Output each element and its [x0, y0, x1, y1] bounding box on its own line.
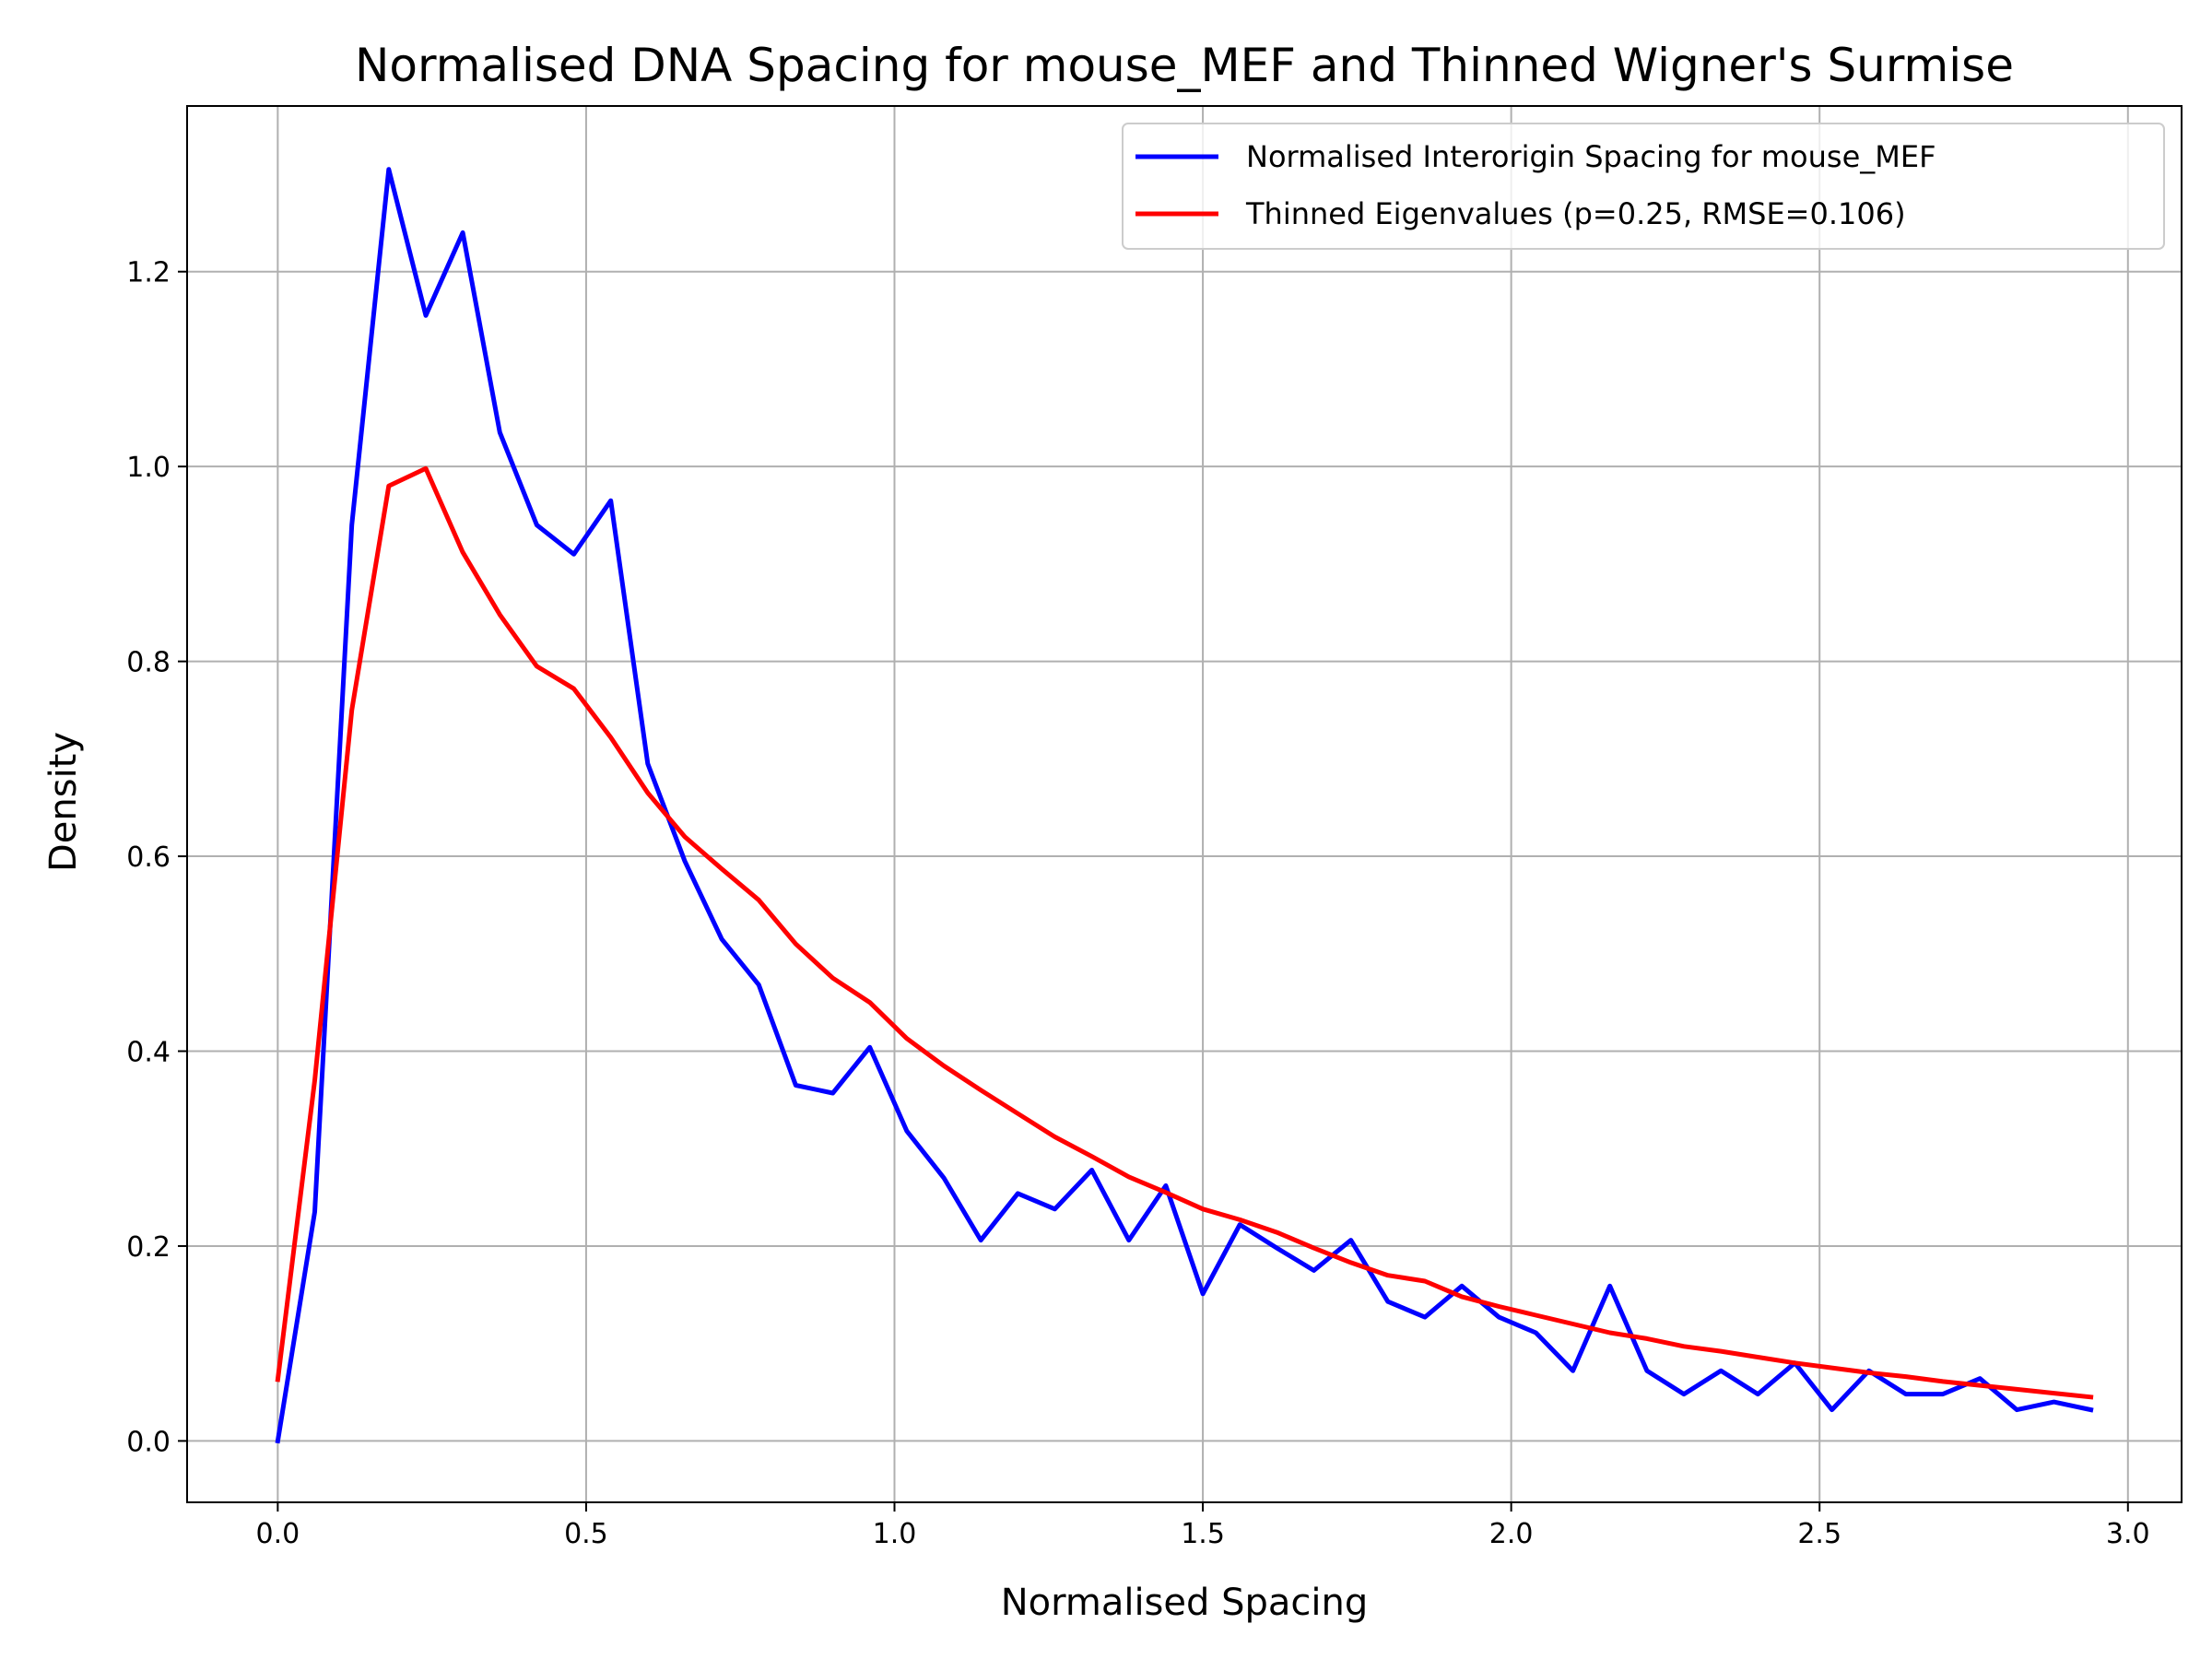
grid-lines: [187, 106, 2182, 1502]
series-line-0: [275, 167, 2094, 1444]
y-tick-label: 0.6: [126, 841, 171, 874]
legend-label-series-1: Thinned Eigenvalues (p=0.25, RMSE=0.106): [1245, 196, 1906, 231]
plot-frame: [186, 105, 2183, 1503]
legend-label-series-0: Normalised Interorigin Spacing for mouse…: [1246, 139, 1936, 174]
x-tick-label: 1.0: [873, 1518, 917, 1550]
x-tick-label: 0.0: [256, 1518, 300, 1550]
x-tick-label: 2.5: [1797, 1518, 1841, 1550]
legend: Normalised Interorigin Spacing for mouse…: [1122, 123, 2165, 250]
series-line-1: [275, 465, 2094, 1400]
y-tick-label: 0.0: [126, 1426, 171, 1458]
chart-title: Normalised DNA Spacing for mouse_MEF and…: [355, 39, 2014, 92]
y-tick-label: 0.2: [126, 1231, 171, 1264]
x-tick-label: 1.5: [1181, 1518, 1225, 1550]
series-lines: [275, 167, 2094, 1444]
x-tick-label: 2.0: [1489, 1518, 1534, 1550]
y-tick-label: 1.2: [126, 257, 171, 289]
axis-ticks: 0.0 0.5 1.0 1.5 2.0 2.5 3.0 0.0 0.2 0.4 0.6 0.8 1.0 1…: [126, 257, 2149, 1550]
y-tick-label: 1.0: [126, 452, 171, 484]
y-tick-label: 0.8: [126, 647, 171, 679]
x-tick-label: 3.0: [2106, 1518, 2150, 1550]
x-tick-label: 0.5: [564, 1518, 608, 1550]
x-axis-label: Normalised Spacing: [1001, 1582, 1369, 1624]
y-axis-label: Density: [42, 732, 85, 872]
y-tick-label: 0.4: [126, 1037, 171, 1069]
legend-box: [1122, 123, 2165, 250]
